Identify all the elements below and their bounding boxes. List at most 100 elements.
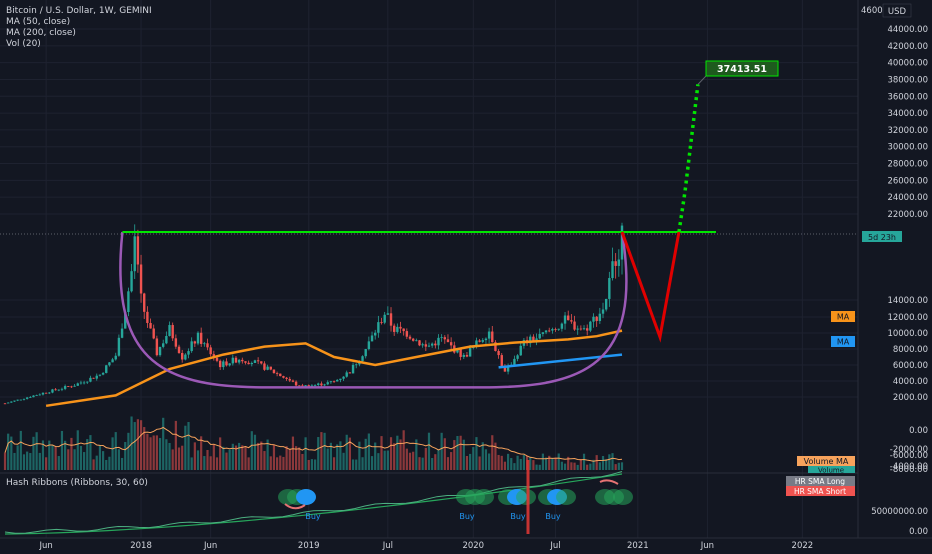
candle-body [89,377,92,382]
ribbon-markers [278,479,633,510]
volume-bar [7,433,10,470]
volume-bar [70,437,73,470]
volume-bar [408,452,412,470]
candle-body [478,340,481,342]
hash-tick-label: 0.00 [909,527,928,537]
candle-body [563,315,567,324]
candle-body [484,338,488,341]
volume-bar [367,433,370,470]
volume-bar [497,454,500,470]
hr-sma-short-line [4,471,623,534]
volume-bar [329,442,333,470]
volume-bar [234,445,238,470]
candle-body [516,355,519,359]
candle-body [506,365,510,372]
candle-body [291,380,295,382]
candle-body [256,360,260,362]
volume-bar [79,445,83,470]
candle-body [396,326,399,332]
volume-bar [437,449,440,470]
volume-bar [222,446,225,470]
volume-bar [124,441,127,470]
candle-body [76,383,79,386]
price-tick-label: 30000.00 [887,143,928,153]
volume-bar [149,437,152,470]
volume-bars [3,416,624,470]
candle-body [16,399,19,401]
volume-bar [244,446,247,470]
volume-bar [83,452,86,470]
candle-body [573,321,576,330]
target-box[interactable] [705,60,779,77]
candle-body [48,392,51,394]
candle-body [589,321,592,331]
volume-bar [472,447,475,470]
volume-bar [364,438,367,470]
candle-body [108,362,111,366]
candle-body [82,382,86,384]
time-axis[interactable]: Jun 2018 Jun 2019 Jul 2020 Jul 2021 Jun 2022 [0,537,932,551]
buy-label-4: Buy [545,512,561,521]
volume-bar [114,432,117,470]
currency-badge[interactable] [882,3,912,18]
volume-bar [522,454,526,470]
candle-body [95,375,98,379]
candle-body [554,329,557,330]
candle-body [532,336,535,342]
volume-bar [206,449,209,470]
candle-body [70,386,73,388]
volume-bar [152,435,155,470]
candle-body [177,346,181,353]
volume-bar [146,433,149,470]
candle-body [617,259,621,266]
candle-body [275,373,279,374]
volume-bar [86,439,89,470]
symbol-title[interactable]: Bitcoin / U.S. Dollar, 1W, GEMINI [6,6,152,16]
volume-bar [155,435,158,470]
candle-body [285,377,288,379]
volume-bar [117,449,121,470]
price-tick-label: 12000.00 [887,313,928,323]
candle-body [494,342,497,351]
volume-bar [294,446,298,470]
projection-rally [677,84,700,233]
candle-body [620,225,624,260]
time-tick-label: Jun [203,541,217,550]
candle-body [313,385,317,386]
candle-body [392,325,396,332]
price-tick-label: 42000.00 [887,42,928,52]
candle-body [427,345,431,347]
volume-bar [257,442,260,470]
price-axis[interactable]: 2000.00 4000.00 6000.00 8000.00 10000.00 1200… [857,0,928,538]
candle-body [570,320,573,322]
candle-body [215,357,219,361]
candle-body [44,392,48,394]
candle-body [63,386,67,389]
indicator-ma50[interactable]: MA (50, close) [6,17,70,27]
volume-bar [67,449,70,470]
volume-bar [238,442,241,470]
volume-bar [95,455,98,470]
volume-bar [529,457,532,470]
candle-body [434,343,437,346]
candle-body [579,328,583,330]
candle-body [405,331,409,337]
indicator-ma200[interactable]: MA (200, close) [6,28,76,38]
candle-body [180,352,184,360]
candle-body [67,386,70,387]
indicator-volume[interactable]: Vol (20) [6,39,41,49]
hash-ribbons-title[interactable]: Hash Ribbons (Ribbons, 30, 60) [6,478,148,488]
candle-body [348,372,352,374]
volume-bar [427,432,431,470]
volume-bar [269,456,272,470]
candle-body [10,401,13,403]
candle-body [456,348,459,353]
volume-bar [54,446,57,470]
candle-body [130,271,133,292]
candle-body [364,349,367,357]
candle-body [535,338,538,342]
candle-body [367,341,371,350]
volume-tick-label: -4000.00 [890,462,928,472]
candle-body [222,361,225,368]
target-value: 37413.51 [717,64,767,75]
